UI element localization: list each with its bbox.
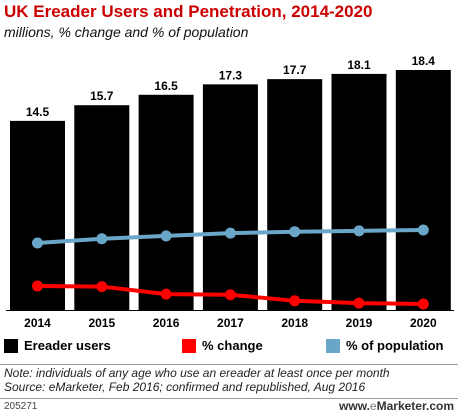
change-label-2019: 2.0% [345,280,373,294]
x-tick-2018: 2018 [281,316,308,330]
brand-prefix: www. [339,399,370,413]
bar-label-2015: 15.7 [90,89,114,103]
legend-item-population: % of population [326,338,443,353]
legend-item-users: Ereader users [4,338,111,353]
x-tick-2019: 2019 [346,316,373,330]
population-point-2015 [96,233,108,245]
bar-2017 [202,84,258,310]
chart-note: Note: individuals of any age who use an … [4,366,390,394]
bar-2019 [331,73,387,310]
chart-title: UK Ereader Users and Penetration, 2014-2… [4,2,373,21]
chart-plot: 14.5 2014 15.7 2015 16.5 2016 17.3 2017 17.7 2018… [6,54,454,330]
change-point-2016 [160,288,172,300]
source-text: Source: eMarketer, Feb 2016; confirmed a… [4,380,366,394]
population-label-2020: 27.1% [406,207,440,221]
chart-subtitle: millions, % change and % of population [4,24,249,40]
change-point-2018 [289,295,301,307]
note-text: Note: individuals of any age who use an … [4,366,390,380]
population-label-2014: 22.5% [20,220,54,234]
bar-2018 [267,79,323,310]
population-label-2017: 26.0% [213,210,247,224]
bar-label-2019: 18.1 [347,58,371,72]
bar-2014 [10,120,65,310]
population-point-2014 [32,237,43,249]
legend-swatch-users [4,338,18,353]
bar-2020 [395,70,451,310]
legend-label-change: % change [202,338,263,353]
population-label-2015: 24.0% [85,216,119,230]
footer-divider [0,398,458,399]
bar-label-2014: 14.5 [26,105,50,119]
population-label-2016: 25.0% [149,213,183,227]
population-point-2018 [289,226,301,238]
legend-swatch-population [326,338,340,353]
x-tick-2020: 2020 [410,316,437,330]
x-tick-2015: 2015 [88,316,115,330]
brand-logo: www.eMarketer.com [339,399,454,413]
brand-name: Marketer [376,399,426,413]
x-tick-2014: 2014 [24,316,51,330]
bar-2015 [74,105,130,310]
x-tick-2016: 2016 [153,316,180,330]
change-point-2014 [32,280,43,292]
change-label-2018: 2.8% [281,278,309,292]
change-label-2015: 7.7% [88,264,116,278]
bar-label-2020: 18.4 [412,54,436,68]
change-label-2017: 4.9% [217,272,245,286]
bar-label-2018: 17.7 [283,63,307,77]
population-point-2016 [160,230,172,242]
chart-legend: Ereader users % change % of population [0,338,458,358]
population-point-2020 [417,224,429,236]
legend-item-change: % change [182,338,263,353]
population-label-2019: 26.8% [342,208,376,222]
brand-suffix: .com [425,399,454,413]
note-divider [0,364,458,365]
legend-label-population: % of population [346,338,444,353]
change-point-2019 [353,297,365,309]
population-point-2017 [224,227,236,239]
bar-2016 [138,94,194,310]
population-point-2019 [353,225,365,237]
legend-swatch-change [182,338,196,353]
bar-label-2016: 16.5 [154,79,178,93]
chart-id: 205271 [4,401,38,412]
legend-label-users: Ereader users [24,338,111,353]
change-label-2020: 1.7% [410,281,438,295]
brand-e: e [369,399,377,413]
change-point-2020 [417,298,429,310]
bar-label-2017: 17.3 [219,68,243,82]
x-tick-2017: 2017 [217,316,244,330]
population-label-2018: 26.5% [278,209,312,223]
change-point-2015 [96,281,108,293]
change-point-2017 [224,289,236,301]
change-label-2014: 7.9% [24,263,52,277]
change-label-2016: 5.1% [152,271,180,285]
